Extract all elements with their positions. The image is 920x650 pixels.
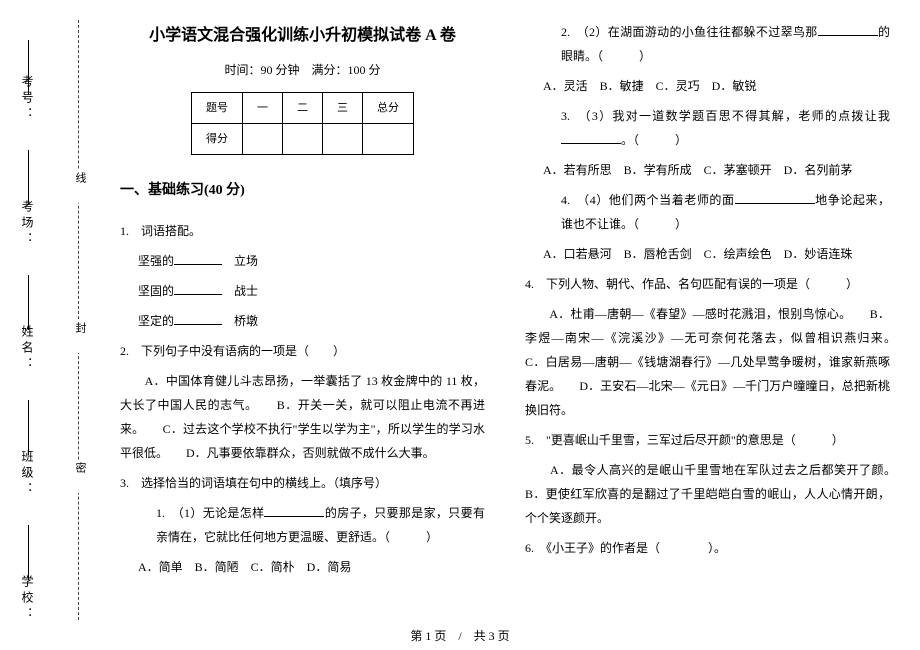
cell <box>243 124 283 155</box>
q4-stem: 4. 下列人物、朝代、作品、名句匹配有误的一项是（ ） <box>525 272 890 296</box>
q1-line: 坚定的 桥墩 <box>120 309 485 333</box>
field-label: 姓名： <box>19 325 36 373</box>
binding-strip: 考号： 考场： 姓名： 班级： 学校： 线 封 密 <box>0 0 110 650</box>
q2-options: A．中国体育健儿斗志昂扬，一举囊括了 13 枚金牌中的 11 枚，大长了中国人民… <box>120 369 485 465</box>
field-underline <box>28 525 29 580</box>
text: 坚定的 <box>138 314 174 328</box>
text: 战士 <box>234 284 258 298</box>
field-label: 班级： <box>19 450 36 498</box>
text: 1. （1）无论是怎样 <box>156 506 264 520</box>
fold-mi: 密 <box>72 460 88 493</box>
text: 坚强的 <box>138 254 174 268</box>
field-room: 考场： <box>0 200 55 252</box>
blank <box>174 282 222 295</box>
q1-stem: 1. 词语搭配。 <box>120 219 485 243</box>
q3-1-opts: A．简单 B．简陋 C．简朴 D．简易 <box>120 555 485 579</box>
text: 立场 <box>234 254 258 268</box>
blank <box>174 252 222 265</box>
page-footer: 第 1 页 / 共 3 页 <box>0 627 920 644</box>
text: 坚固的 <box>138 284 174 298</box>
q5-stem: 5. "更喜岷山千里雪，三军过后尽开颜"的意思是（ ） <box>525 428 890 452</box>
q3-stem: 3. 选择恰当的词语填在句中的横线上。（填序号） <box>120 471 485 495</box>
blank <box>174 312 222 325</box>
cell: 三 <box>323 93 363 124</box>
exam-title: 小学语文混合强化训练小升初模拟试卷 A 卷 <box>120 20 485 52</box>
cell: 题号 <box>192 93 243 124</box>
field-underline <box>28 150 29 205</box>
score-table: 题号 一 二 三 总分 得分 <box>191 92 414 155</box>
cell: 二 <box>283 93 323 124</box>
q4-options: A．杜甫—唐朝—《春望》—感时花溅泪，恨别鸟惊心。 B．李煜—南宋—《浣溪沙》—… <box>525 302 890 422</box>
q3-2-opts: A．灵活 B．敏捷 C．灵巧 D．敏锐 <box>525 74 890 98</box>
q3-4: 4. （4）他们两个当着老师的面地争论起来，谁也不让谁。（ ） <box>525 188 890 236</box>
fold-feng: 封 <box>72 320 88 353</box>
page-body: 小学语文混合强化训练小升初模拟试卷 A 卷 时间：90 分钟 满分：100 分 … <box>120 20 890 620</box>
q3-3-opts: A．若有所思 B．学有所成 C．茅塞顿开 D．名列前茅 <box>525 158 890 182</box>
q2-stem: 2. 下列句子中没有语病的一项是（ ） <box>120 339 485 363</box>
q1-line: 坚强的 立场 <box>120 249 485 273</box>
text: 桥墩 <box>234 314 258 328</box>
blank <box>818 23 878 36</box>
table-row: 得分 <box>192 124 414 155</box>
text: 4. （4）他们两个当着老师的面 <box>561 193 735 207</box>
field-underline <box>28 40 29 95</box>
cell <box>323 124 363 155</box>
field-class: 班级： <box>0 450 55 502</box>
field-label: 考场： <box>19 200 36 248</box>
cell <box>363 124 414 155</box>
blank <box>735 191 815 204</box>
blank <box>561 131 621 144</box>
q3-4-opts: A．口若悬河 B．唇枪舌剑 C．绘声绘色 D．妙语连珠 <box>525 242 890 266</box>
q5-options: A．最令人高兴的是岷山千里雪地在军队过去之后都笑开了颜。 B．更使红军欣喜的是翻… <box>525 458 890 530</box>
q1-line: 坚固的 战士 <box>120 279 485 303</box>
blank <box>264 504 324 517</box>
cell <box>283 124 323 155</box>
table-row: 题号 一 二 三 总分 <box>192 93 414 124</box>
cell: 一 <box>243 93 283 124</box>
cell: 得分 <box>192 124 243 155</box>
q3-2: 2. （2）在湖面游动的小鱼往往都躲不过翠鸟那的眼睛。（ ） <box>525 20 890 68</box>
cell: 总分 <box>363 93 414 124</box>
q6-stem: 6. 《小王子》的作者是（ ）。 <box>525 536 890 560</box>
fold-xian: 线 <box>72 170 88 203</box>
section-heading: 一、基础练习(40 分) <box>120 177 485 205</box>
q3-3: 3. （3）我对一道数学题百思不得其解，老师的点拨让我。（ ） <box>525 104 890 152</box>
text: 2. （2）在湖面游动的小鱼往往都躲不过翠鸟那 <box>561 25 818 39</box>
field-underline <box>28 400 29 455</box>
two-columns: 小学语文混合强化训练小升初模拟试卷 A 卷 时间：90 分钟 满分：100 分 … <box>120 20 890 600</box>
q3-1: 1. （1）无论是怎样的房子，只要那是家，只要有亲情在，它就比任何地方更温暖、更… <box>120 501 485 549</box>
field-school: 学校： <box>0 575 55 627</box>
text: 3. （3）我对一道数学题百思不得其解，老师的点拨让我 <box>561 109 890 123</box>
field-underline <box>28 275 29 330</box>
field-label: 学校： <box>19 575 36 623</box>
text: 。（ ） <box>621 133 687 147</box>
field-name: 姓名： <box>0 325 55 377</box>
exam-sub: 时间：90 分钟 满分：100 分 <box>120 58 485 82</box>
